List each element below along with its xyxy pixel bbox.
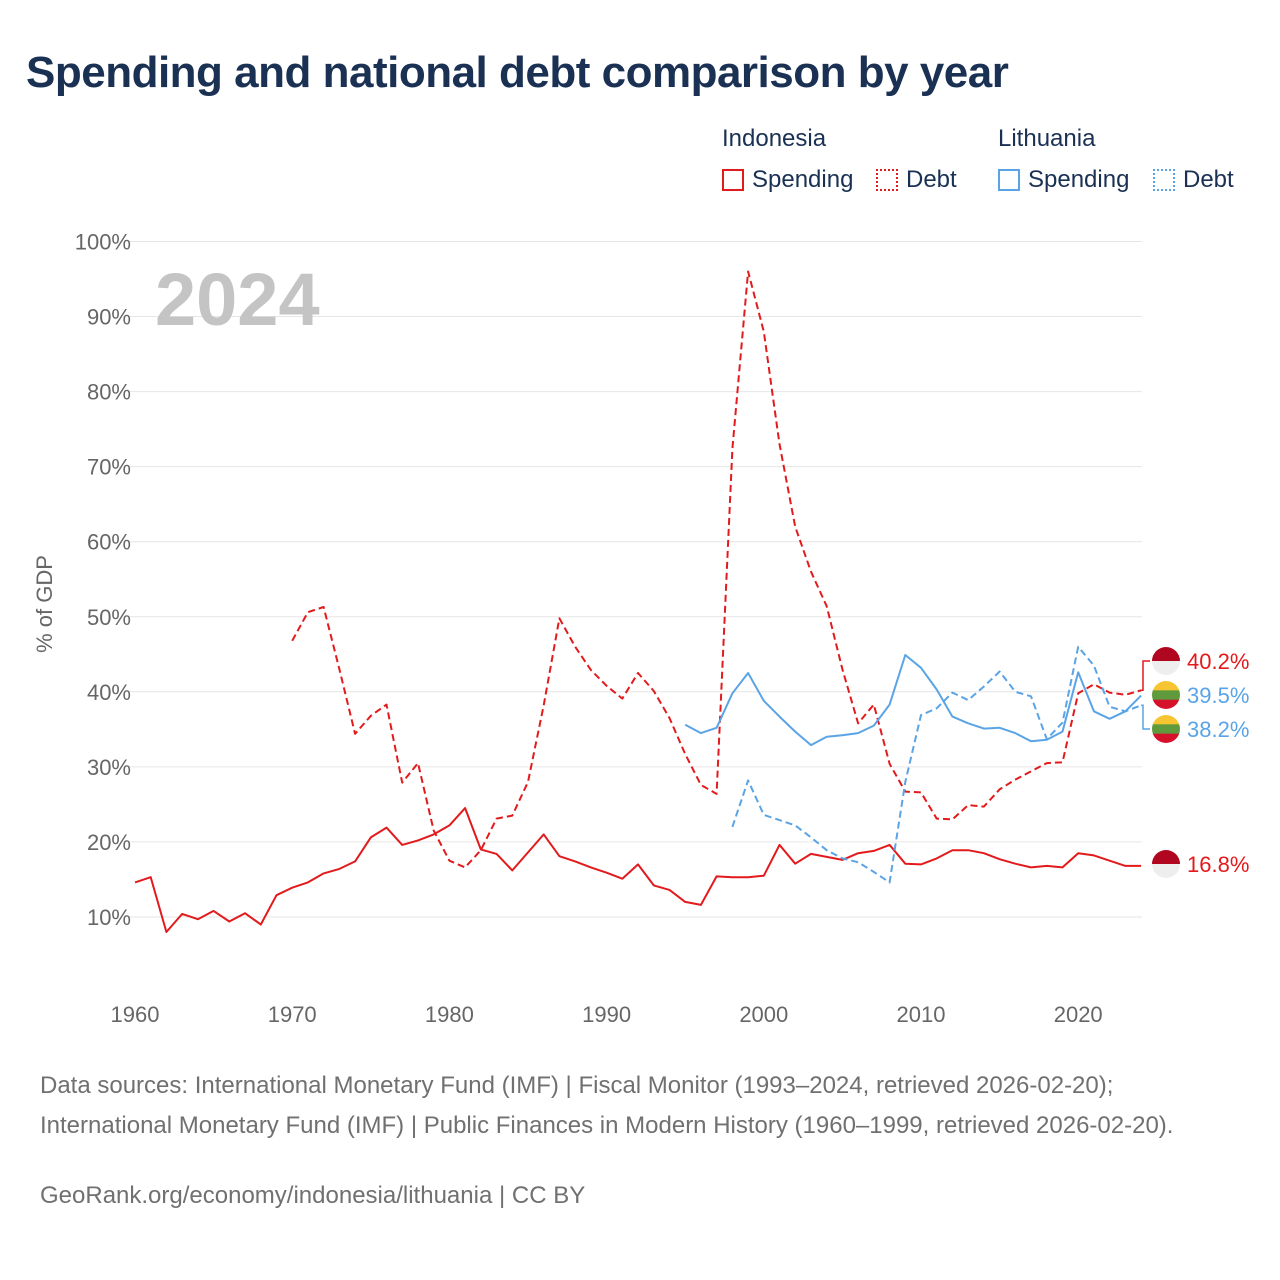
legend-group-lithuania: Lithuania xyxy=(998,125,1096,152)
legend-swatch-dotted-red xyxy=(876,169,898,191)
source-credit-link[interactable]: GeoRank.org/economy/indonesia/lithuania … xyxy=(40,1182,586,1209)
indonesia-flag-icon xyxy=(1152,850,1180,864)
line-chart: 10% 20% 30% 40% 50% 60% 70% 80% 90% 100% 1960 1970 1… xyxy=(32,230,1249,1028)
data-sources: Data sources: International Monetary Fun… xyxy=(40,1072,1174,1139)
y-tick-label: 70% xyxy=(87,455,131,480)
end-value-label: 38.2% xyxy=(1187,717,1249,742)
y-tick-label: 10% xyxy=(87,905,131,930)
legend-swatch-dotted-blue xyxy=(1153,169,1175,191)
legend-swatch-solid-red xyxy=(722,169,744,191)
year-watermark: 2024 xyxy=(155,258,320,341)
chart-title: Spending and national debt comparison by… xyxy=(26,48,1009,97)
y-tick-label: 80% xyxy=(87,380,131,405)
end-value-label: 16.8% xyxy=(1187,852,1249,877)
x-tick-label: 1980 xyxy=(425,1002,474,1027)
y-axis-label: % of GDP xyxy=(32,555,57,653)
indonesia-flag-icon xyxy=(1152,661,1180,675)
lithuania-flag-icon xyxy=(1152,690,1180,701)
y-tick-label: 40% xyxy=(87,680,131,705)
indonesia-flag-icon xyxy=(1152,864,1180,878)
lithuania-flag-icon xyxy=(1152,724,1180,735)
legend-item-lithuania-debt[interactable]: Debt xyxy=(1153,166,1234,194)
x-tick-label: 1970 xyxy=(268,1002,317,1027)
lithuania-flag-icon xyxy=(1152,681,1180,691)
indonesia-debt-line xyxy=(291,270,1142,869)
lithuania-flag-icon xyxy=(1152,715,1180,725)
y-tick-label: 20% xyxy=(87,830,131,855)
x-tick-label: 2010 xyxy=(897,1002,946,1027)
x-tick-label: 2000 xyxy=(739,1002,788,1027)
y-tick-label: 100% xyxy=(75,230,131,255)
end-label-connector xyxy=(1141,660,1150,692)
lithuania-debt-line xyxy=(731,645,1142,884)
y-tick-label: 50% xyxy=(87,605,131,630)
x-tick-label: 1960 xyxy=(111,1002,160,1027)
y-tick-label: 90% xyxy=(87,305,131,330)
legend-item-lithuania-spending[interactable]: Spending xyxy=(998,166,1129,194)
x-tick-label: 1990 xyxy=(582,1002,631,1027)
legend-group-indonesia: Indonesia xyxy=(722,125,827,152)
x-tick-label: 2020 xyxy=(1054,1002,1103,1027)
legend-label: Spending xyxy=(1028,166,1130,193)
legend-label: Debt xyxy=(906,166,957,193)
indonesia-flag-icon xyxy=(1152,647,1180,661)
lithuania-flag-icon xyxy=(1152,733,1180,743)
lithuania-spending-line xyxy=(684,654,1142,747)
indonesia-spending-line xyxy=(134,807,1142,933)
end-value-label: 39.5% xyxy=(1187,683,1249,708)
legend-item-indonesia-debt[interactable]: Debt xyxy=(876,166,957,194)
y-tick-label: 60% xyxy=(87,530,131,555)
end-value-label: 40.2% xyxy=(1187,649,1249,674)
legend-swatch-solid-blue xyxy=(998,169,1020,191)
lithuania-flag-icon xyxy=(1152,699,1180,709)
y-tick-label: 30% xyxy=(87,755,131,780)
legend-item-indonesia-spending[interactable]: Spending xyxy=(722,166,853,194)
legend-label: Debt xyxy=(1183,166,1234,193)
end-label-connector xyxy=(1141,704,1150,730)
legend-label: Spending xyxy=(752,166,854,193)
